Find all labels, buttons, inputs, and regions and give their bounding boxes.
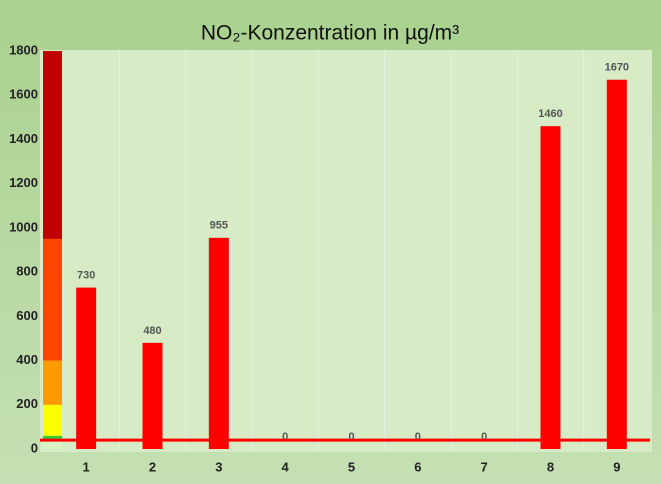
chart-title: NO₂-Konzentration in µg/m³ (201, 22, 459, 45)
y-tick-label: 1800 (9, 42, 38, 57)
value-label: 0 (282, 431, 288, 443)
y-tick-label: 0 (31, 440, 38, 455)
x-tick-label: 7 (481, 459, 488, 474)
scale-band (43, 360, 62, 405)
value-label: 0 (481, 431, 487, 443)
y-tick-label: 200 (16, 396, 38, 411)
scale-band (43, 404, 62, 436)
x-tick-label: 8 (547, 459, 554, 474)
y-tick-label: 1000 (9, 219, 38, 234)
y-tick-label: 1600 (9, 87, 38, 102)
y-tick-label: 400 (16, 352, 38, 367)
bar (540, 126, 561, 449)
x-tick-label: 4 (282, 459, 290, 474)
scale-band (43, 435, 62, 441)
bar (606, 79, 627, 449)
y-tick-label: 1400 (9, 131, 38, 146)
bar (208, 237, 229, 449)
bar (142, 342, 163, 449)
bar (76, 287, 97, 449)
y-tick-label: 600 (16, 308, 38, 323)
x-tick-label: 9 (613, 459, 620, 474)
value-label: 480 (143, 325, 161, 337)
scale-band (43, 440, 62, 449)
x-tick-label: 5 (348, 459, 355, 474)
x-tick-label: 6 (414, 459, 421, 474)
x-tick-label: 1 (83, 459, 90, 474)
value-label: 1460 (538, 108, 562, 120)
y-tick-label: 1200 (9, 175, 38, 190)
scale-band (43, 238, 62, 361)
value-label: 730 (77, 269, 95, 281)
value-label: 0 (415, 431, 421, 443)
value-label: 1670 (605, 62, 629, 74)
x-tick-label: 3 (215, 459, 222, 474)
x-tick-label: 2 (149, 459, 156, 474)
y-tick-label: 800 (16, 264, 38, 279)
value-label: 0 (348, 431, 354, 443)
value-label: 955 (210, 220, 228, 232)
scale-band (43, 51, 62, 239)
